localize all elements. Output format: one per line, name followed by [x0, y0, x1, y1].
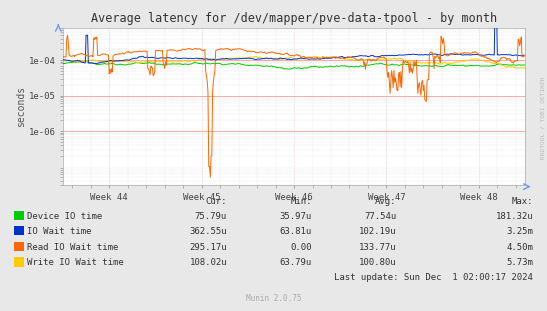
Text: Write IO Wait time: Write IO Wait time — [27, 258, 124, 267]
Text: Cur:: Cur: — [206, 197, 227, 207]
Text: 75.79u: 75.79u — [195, 212, 227, 220]
Text: 35.97u: 35.97u — [280, 212, 312, 220]
Text: 63.79u: 63.79u — [280, 258, 312, 267]
Text: Read IO Wait time: Read IO Wait time — [27, 243, 118, 252]
Text: IO Wait time: IO Wait time — [27, 227, 91, 236]
Text: 5.73m: 5.73m — [507, 258, 533, 267]
Text: Munin 2.0.75: Munin 2.0.75 — [246, 294, 301, 303]
Y-axis label: seconds: seconds — [16, 86, 26, 127]
Text: 295.17u: 295.17u — [189, 243, 227, 252]
Text: 0.00: 0.00 — [290, 243, 312, 252]
Text: 133.77u: 133.77u — [359, 243, 397, 252]
Text: Device IO time: Device IO time — [27, 212, 102, 220]
Text: 77.54u: 77.54u — [364, 212, 397, 220]
Text: 3.25m: 3.25m — [507, 227, 533, 236]
Text: Min:: Min: — [290, 197, 312, 207]
Text: 4.50m: 4.50m — [507, 243, 533, 252]
Text: 181.32u: 181.32u — [496, 212, 533, 220]
Text: 102.19u: 102.19u — [359, 227, 397, 236]
Text: Max:: Max: — [512, 197, 533, 207]
Text: 108.02u: 108.02u — [189, 258, 227, 267]
Text: RRDTOOL / TOBI OETIKER: RRDTOOL / TOBI OETIKER — [541, 77, 546, 160]
Text: Last update: Sun Dec  1 02:00:17 2024: Last update: Sun Dec 1 02:00:17 2024 — [334, 273, 533, 282]
Text: 63.81u: 63.81u — [280, 227, 312, 236]
Title: Average latency for /dev/mapper/pve-data-tpool - by month: Average latency for /dev/mapper/pve-data… — [91, 12, 497, 26]
Text: 362.55u: 362.55u — [189, 227, 227, 236]
Text: Avg:: Avg: — [375, 197, 397, 207]
Text: 100.80u: 100.80u — [359, 258, 397, 267]
